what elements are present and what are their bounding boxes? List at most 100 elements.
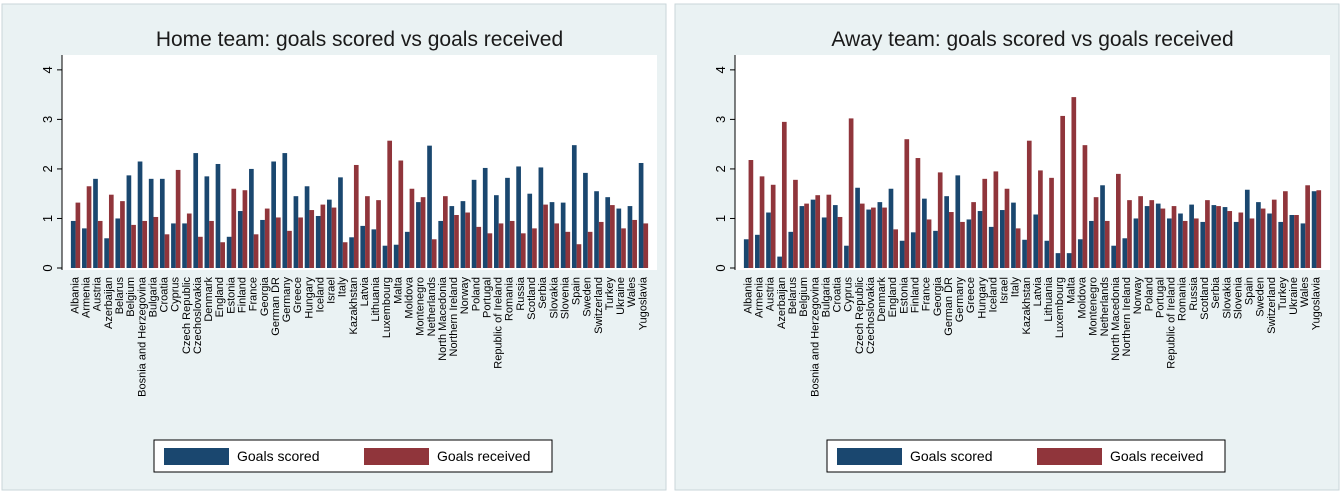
x-tick-label: Austria [92,276,104,311]
bar [1171,206,1177,268]
x-tick-label: Switzerland [1266,277,1278,334]
bar [1311,191,1317,268]
x-tick-label: Bosnia and Herzegovina [809,276,821,397]
x-tick-label: Latvia [359,276,371,306]
bar [326,199,332,268]
y-tick-label: 1 [40,215,55,222]
x-tick-label: Romania [504,276,516,321]
bar [1244,189,1250,268]
bar [743,239,749,268]
bar [755,234,760,268]
x-tick-label: France [921,277,933,311]
x-tick-label: Slovenia [1232,276,1244,319]
x-tick-label: North Macedonia [437,276,449,361]
bar [560,202,566,268]
bar [315,215,321,268]
bar [460,201,466,268]
bar [1182,220,1188,268]
y-tick-label: 3 [40,116,55,123]
x-tick-label: Azerbaijan [103,277,115,329]
x-tick-label: Lithuania [1043,276,1055,322]
bar [193,153,199,268]
bar [1189,204,1194,268]
x-tick-label: German DR [943,277,955,336]
bar [1049,177,1054,268]
y-tick-label: 0 [713,264,728,271]
bar [427,145,432,268]
bar [598,221,604,268]
bar [1233,221,1239,268]
x-tick-label: Hungary [976,277,988,319]
x-tick-label: Estonia [225,276,237,314]
panel: Away team: goals scored vs goals receive… [674,3,1340,491]
bar [944,196,949,268]
bar [471,179,477,268]
x-tick-label: Netherlands [426,277,438,337]
x-tick-label: Belarus [787,277,799,315]
bar [342,242,348,268]
x-tick-label: Netherlands [1099,277,1111,337]
bar [416,202,421,268]
bar [926,219,932,268]
bar [264,208,270,268]
legend-swatch [1037,448,1102,465]
bar [1305,185,1310,268]
x-tick-label: Italy [337,277,349,298]
bar [1167,218,1172,268]
bar [1160,208,1166,268]
bar [966,219,972,268]
x-tick-label: Estonia [898,276,910,314]
bar [777,256,782,268]
x-tick-label: Slovenia [559,276,571,319]
bar [1271,199,1277,268]
x-tick-label: Georgia [259,276,271,316]
bar [948,212,954,268]
x-tick-label: Malta [1065,276,1077,304]
x-tick-label: Slovakia [1221,276,1233,318]
bar [1022,239,1027,268]
bar [810,199,816,268]
bar [594,191,599,268]
bar [454,214,459,268]
bar [583,172,588,268]
bar [171,223,176,268]
bar [120,201,125,268]
bar [1015,228,1021,268]
bar [748,160,754,268]
bar [253,234,259,268]
x-tick-label: Latvia [1032,276,1044,306]
bar [1238,212,1244,268]
x-tick-label: Turkey [604,277,616,311]
bar [1133,218,1139,268]
bar [237,211,243,268]
x-tick-label: Greece [292,277,304,313]
bar [70,220,76,268]
bar [142,220,148,268]
y-tick-label: 4 [40,66,55,73]
bar [1283,191,1288,268]
bar [382,245,388,268]
bar [877,202,883,268]
bar [1122,238,1128,268]
x-tick-label: Serbia [1210,276,1222,309]
bar [115,218,121,268]
bar [904,139,910,268]
x-tick-label: Czech Republic [181,277,193,355]
bar [1249,218,1255,268]
bar [304,186,310,268]
bar [1216,206,1221,268]
bar [338,177,343,268]
x-tick-label: Yugoslavia [637,276,649,330]
x-tick-label: Israel [999,277,1011,304]
x-tick-label: Finland [236,277,248,313]
bar [465,212,470,268]
bar [1100,185,1105,268]
bar [126,175,132,268]
x-tick-label: Albania [69,276,81,314]
bar [1211,205,1217,268]
bar [271,161,276,268]
bar [182,223,187,268]
x-tick-label: Bosnia and Herzegovina [136,276,148,397]
x-tick-label: Germany [954,277,966,323]
bar [855,187,860,268]
